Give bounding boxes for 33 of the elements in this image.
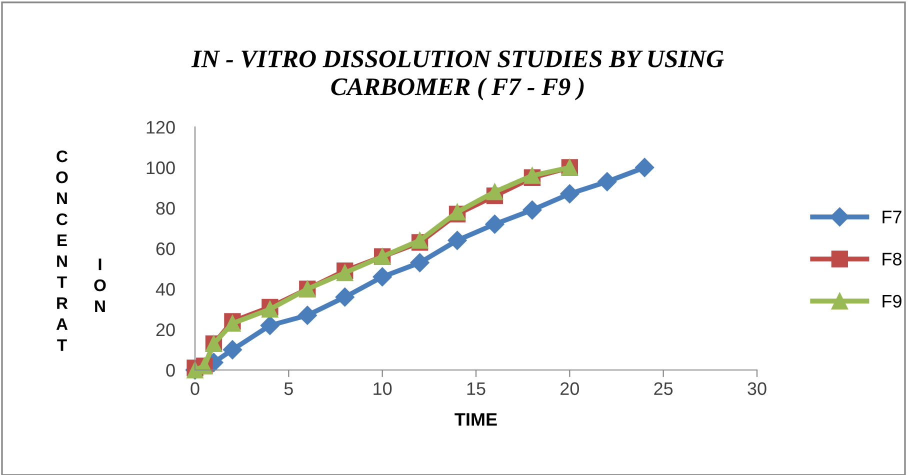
- point: [486, 183, 504, 200]
- point: [485, 214, 504, 234]
- x-tick-label: 0: [190, 382, 200, 396]
- point: [222, 340, 242, 360]
- point: [635, 158, 654, 178]
- point: [298, 306, 317, 325]
- point: [598, 172, 617, 192]
- x-axis-title: TIME: [454, 413, 497, 426]
- point: [560, 184, 580, 204]
- x-tick-label: 15: [467, 382, 486, 396]
- y-tick-label: 60: [156, 242, 175, 256]
- y-tick-label: 100: [146, 161, 175, 174]
- x-tick-label: 5: [284, 382, 293, 396]
- y-tick-label: 80: [156, 202, 175, 215]
- point: [260, 316, 280, 335]
- x-tick-label: 30: [748, 382, 766, 396]
- legend-label: F8: [882, 252, 902, 266]
- point: [372, 267, 392, 286]
- legend-label: F7: [882, 210, 902, 224]
- x-tick-label: 10: [374, 382, 392, 396]
- y-tick-label: 0: [166, 364, 175, 377]
- x-tick-label: 25: [654, 382, 673, 396]
- x-tick-label: 20: [560, 382, 580, 396]
- text: CONCENTRATION: [56, 150, 106, 351]
- point: [448, 230, 467, 250]
- y-tick-label: 40: [156, 282, 175, 296]
- point: [410, 253, 430, 272]
- y-tick-label: 120: [146, 120, 175, 134]
- y-tick-label: 20: [156, 323, 175, 336]
- point: [522, 200, 542, 220]
- chart-title: IN - VITRO DISSOLUTION STUDIES BY USING CARBOMER ( F7 - F9 ): [191, 50, 724, 100]
- legend-label: F9: [882, 294, 902, 308]
- point: [335, 288, 354, 307]
